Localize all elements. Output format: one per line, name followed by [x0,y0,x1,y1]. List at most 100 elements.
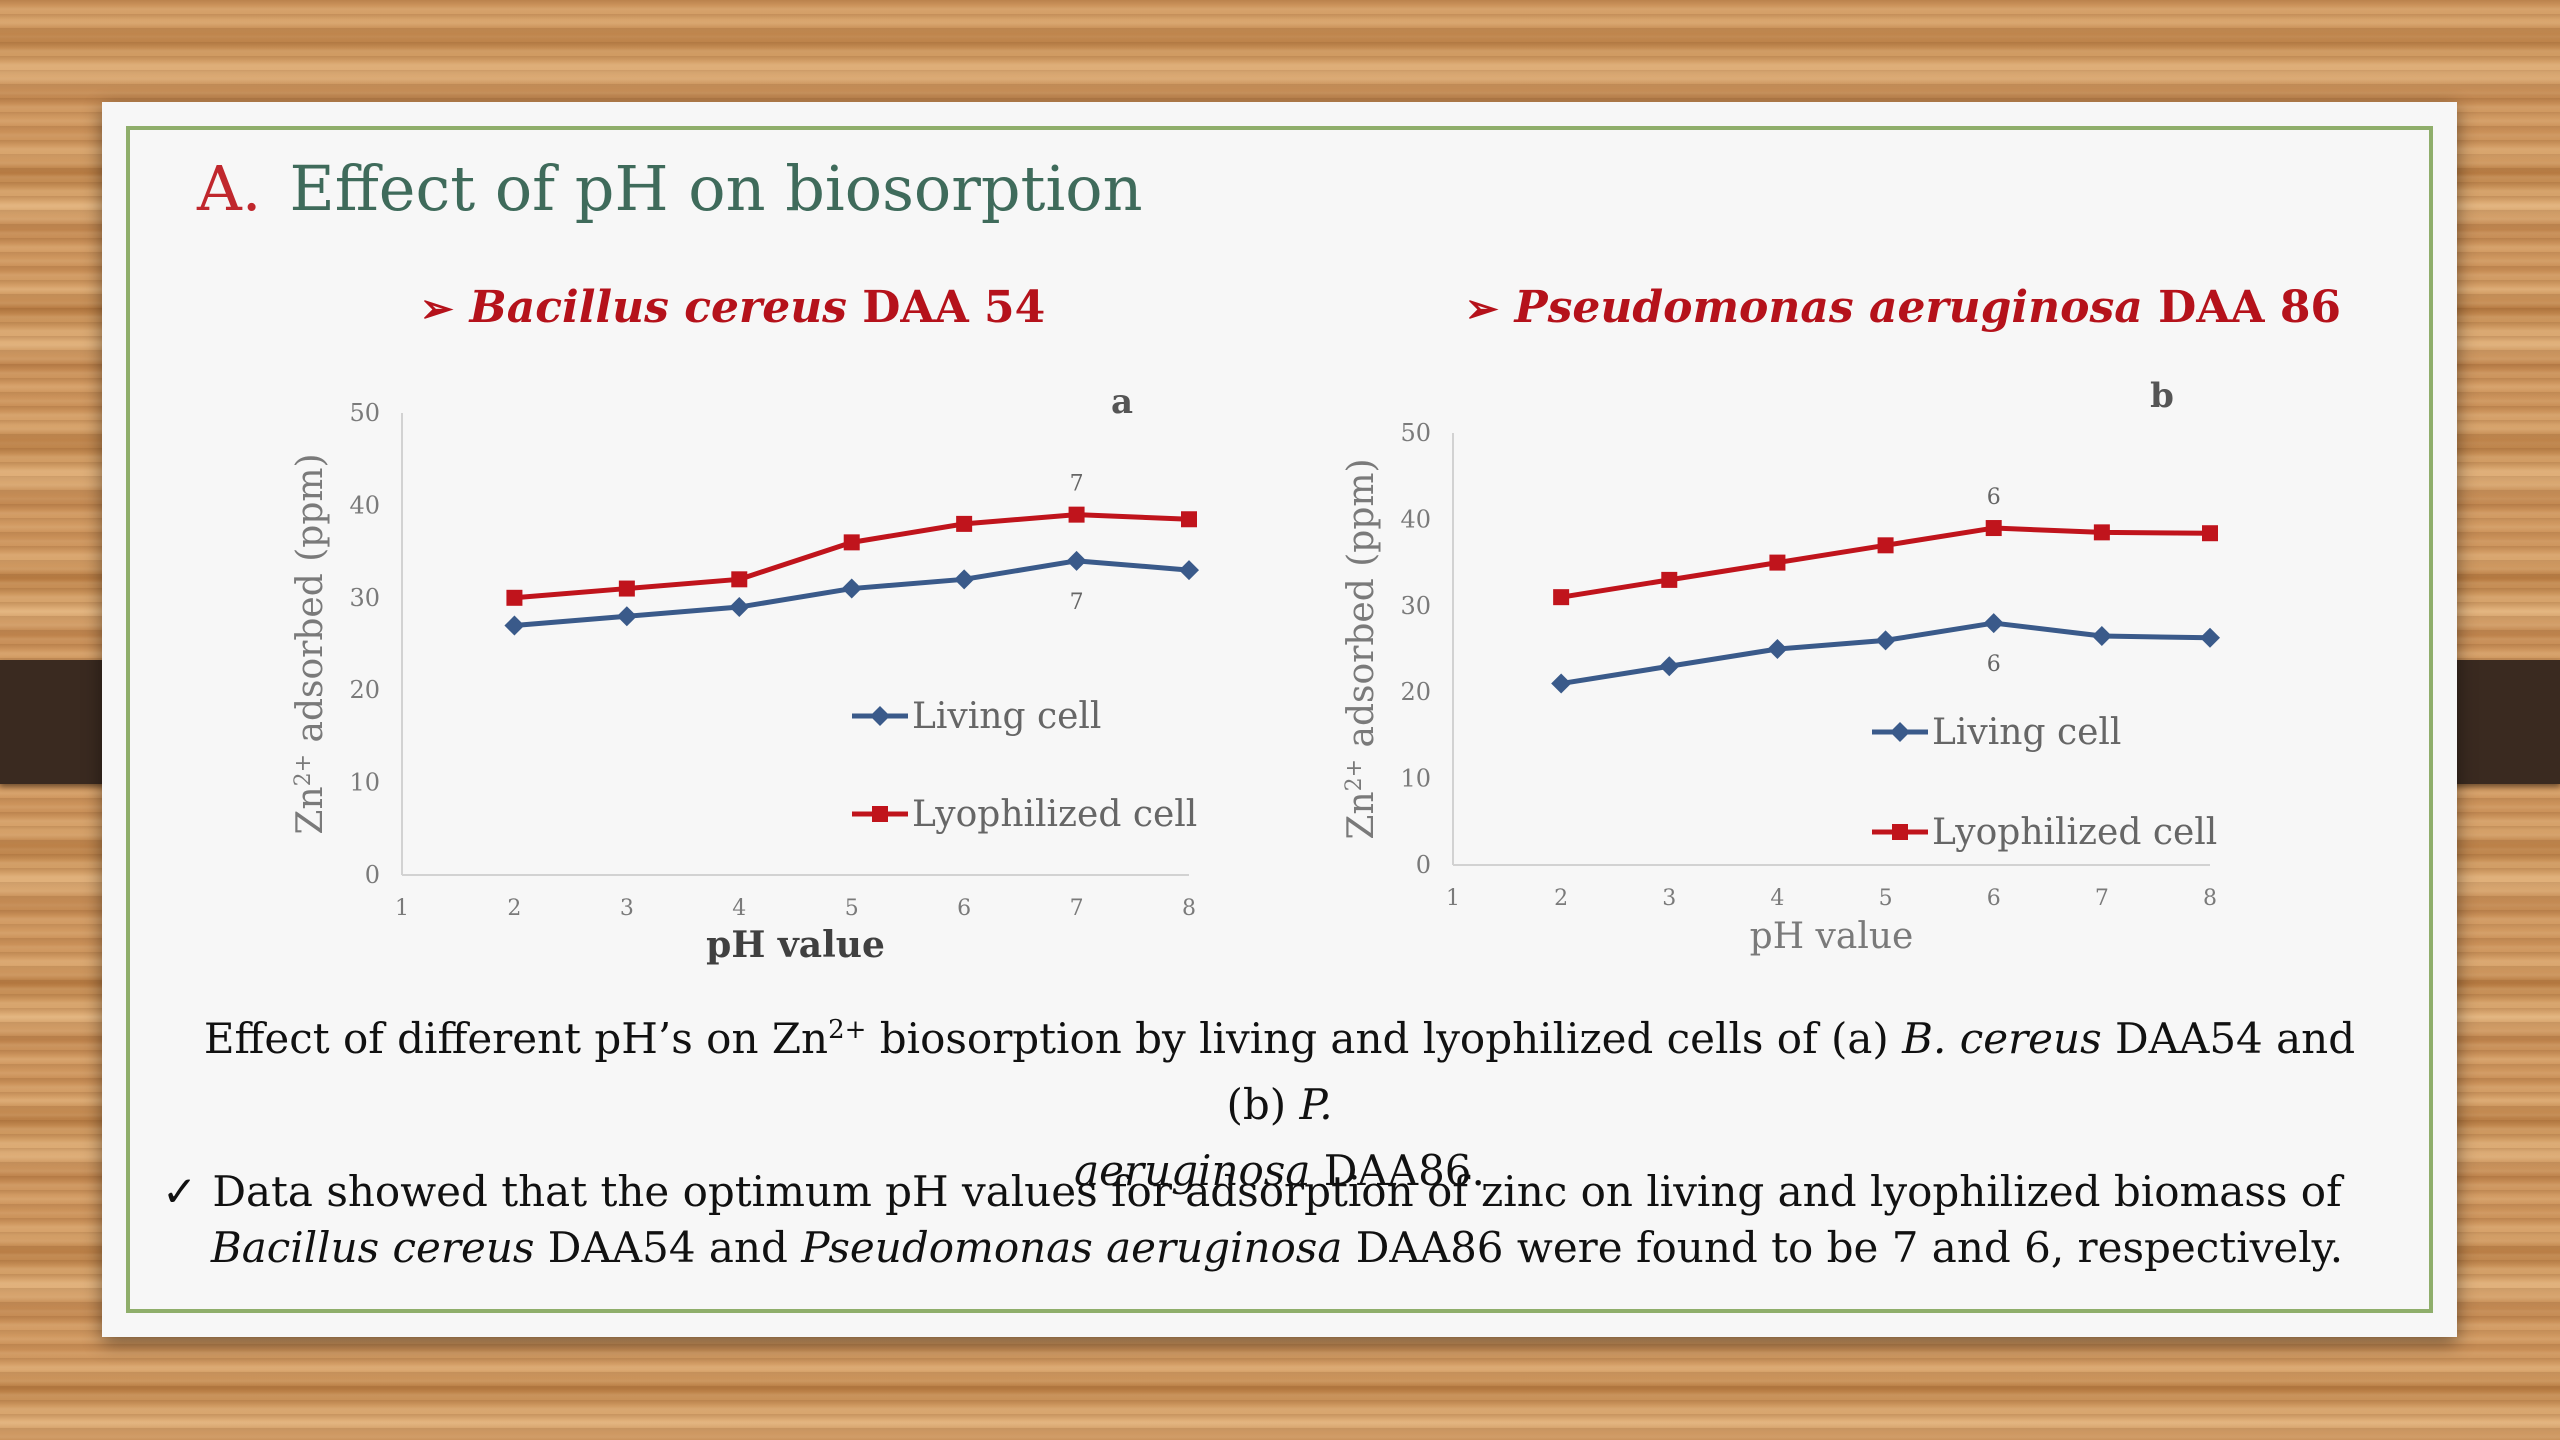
slide-title-text: Effect of pH on biosorption [289,152,1143,225]
data-point [956,515,973,532]
x-tick-label: 7 [1070,896,1084,921]
bullet-text: Data showed that the optimum pH values f… [212,1167,2342,1216]
legend-swatch-marker [1890,722,1910,742]
arrow-bullet-icon: ➢ [1465,285,1499,332]
panel-letter: b [2150,376,2174,416]
caption-text: DAA86. [1310,1146,1485,1195]
y-tick-label: 50 [1400,419,1431,447]
data-label: 6 [1987,652,2001,677]
x-tick-label: 2 [1554,886,1568,911]
legend-label: Living cell [1932,712,2121,753]
x-tick-label: 1 [395,896,409,921]
data-label: 7 [1070,472,1084,497]
data-point [1659,656,1680,677]
data-point [1068,506,1085,523]
conclusion-bullet: ✓ Data showed that the optimum pH values… [162,1164,2392,1276]
x-tick-label: 4 [732,896,746,921]
panel-heading-strain: DAA 54 [846,282,1046,333]
y-tick-label: 20 [349,676,380,704]
bullet-species: Bacillus cereus [210,1223,535,1272]
y-tick-label: 40 [1400,505,1431,533]
slide: A. Effect of pH on biosorption ➢ Bacillus … [102,102,2457,1337]
data-point [616,606,637,627]
slide-title-letter: A. [197,152,262,225]
legend-label: Living cell [912,696,1101,737]
data-point [1767,639,1788,659]
arrow-bullet-icon: ➢ [420,285,454,332]
caption-species: P. [1299,1080,1333,1129]
data-point [2202,525,2218,542]
panel-letter: a [1111,382,1133,422]
x-tick-label: 2 [507,896,521,921]
x-tick-label: 1 [1446,886,1460,911]
caption-text: biosorption by living and lyophilized ce… [866,1014,1903,1063]
data-label: 7 [1070,590,1084,615]
legend-swatch-marker [872,806,888,822]
data-point [1551,673,1572,694]
data-point [1877,537,1894,554]
data-point [506,589,523,606]
bullet-text: DAA54 and [534,1223,802,1272]
legend-swatch-marker [1892,824,1908,840]
data-point [2093,524,2110,541]
x-axis-label: pH value [1750,916,1914,957]
x-tick-label: 4 [1770,886,1784,911]
data-point [731,571,748,588]
x-tick-label: 8 [1182,896,1196,921]
data-point [843,534,860,551]
chart-b: 0 10 20 30 40 50 1 2 3 4 5 6 7 8 pH value Zn2+ adsorbed… [1341,376,2220,957]
caption-species: B. cereus [1902,1014,2102,1063]
data-point [1179,560,1199,581]
bullet-species: Pseudomonas aeruginosa [801,1223,1343,1272]
y-tick-label: 40 [349,491,380,519]
caption-text: Effect of different pH’s on Zn [203,1014,829,1063]
x-tick-label: 8 [2203,886,2217,911]
y-tick-label: 10 [1400,765,1431,793]
data-point [729,597,750,618]
y-tick-label: 0 [1416,851,1431,879]
y-tick-label: 10 [349,769,380,797]
data-point [618,580,635,597]
x-tick-label: 6 [957,896,971,921]
checkmark-icon: ✓ [162,1167,198,1216]
y-tick-label: 0 [365,861,380,889]
caption-text: DAA54 and (b) [1226,1014,2356,1129]
panel-heading-a: ➢ Bacillus cereus DAA 54 [420,282,1045,333]
y-tick-label: 50 [349,399,380,427]
slide-frame [126,126,2433,1313]
data-point [1983,613,2004,634]
data-point [1875,630,1896,651]
panel-heading-strain: DAA 86 [2142,282,2342,333]
caption-species: aeruginosa [1074,1146,1311,1195]
data-point [504,615,525,636]
y-axis-label: Zn2+ adsorbed (ppm) [290,453,331,834]
x-tick-label: 6 [1987,886,2001,911]
data-point [2091,626,2112,647]
legend-label: Lyophilized cell [912,794,1197,835]
x-axis-label: pH value [706,924,885,966]
data-point [1066,550,1087,571]
data-point [1769,554,1786,571]
y-tick-label: 20 [1400,678,1431,706]
data-point [1985,520,2002,537]
data-label: 6 [1987,485,2001,510]
y-axis-label: Zn2+ adsorbed (ppm) [1341,458,1382,839]
bullet-text: DAA86 were found to be 7 and 6, respecti… [1342,1223,2344,1272]
x-tick-label: 3 [620,896,634,921]
figure-caption: Effect of different pH’s on Zn2+ biosorp… [182,1006,2377,1204]
slide-title: A. Effect of pH on biosorption [197,152,1143,225]
y-tick-label: 30 [349,584,380,612]
panel-heading-species: Pseudomonas aeruginosa [1514,282,2143,333]
panel-heading-b: ➢ Pseudomonas aeruginosa DAA 86 [1465,282,2341,333]
data-point [2200,627,2220,648]
caption-superscript: 2+ [828,1015,867,1045]
data-point [841,578,862,599]
legend-label: Lyophilized cell [1932,812,2217,853]
legend-swatch-marker [870,706,890,726]
x-tick-label: 7 [2095,886,2109,911]
data-point [1181,511,1197,528]
y-tick-label: 30 [1400,592,1431,620]
x-tick-label: 3 [1662,886,1676,911]
chart-a: 0 10 20 30 40 50 1 2 3 4 5 6 7 8 pH value Zn2+ adsorbed… [290,382,1199,966]
x-tick-label: 5 [1879,886,1893,911]
